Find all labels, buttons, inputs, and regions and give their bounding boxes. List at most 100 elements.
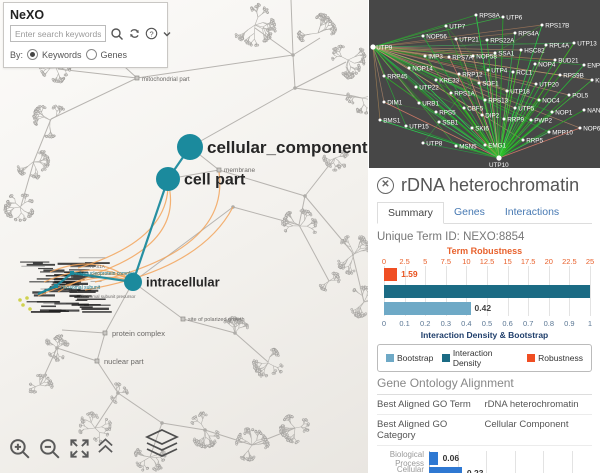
network-node[interactable] bbox=[378, 118, 382, 122]
tree-node[interactable] bbox=[177, 134, 203, 160]
network-node[interactable] bbox=[480, 113, 484, 117]
network-node[interactable] bbox=[534, 82, 538, 86]
dense-term-cluster bbox=[18, 257, 112, 313]
network-node[interactable] bbox=[404, 124, 408, 128]
interaction-network-panel[interactable]: UTP9 RRP45 DIM1 BMS1 NOP14 UTP22 URB1 UTP15 UTP8… bbox=[369, 0, 600, 168]
network-node[interactable] bbox=[502, 117, 506, 121]
tab-interactions[interactable]: Interactions bbox=[504, 206, 560, 218]
network-node[interactable] bbox=[537, 98, 541, 102]
robustness-chart: Term Robustness 0 2.5 5 7.5 10 12.5 15 17.5 20 22.… bbox=[377, 246, 594, 372]
network-node[interactable] bbox=[437, 120, 441, 124]
network-node[interactable] bbox=[501, 15, 505, 19]
help-icon[interactable]: ? bbox=[145, 27, 158, 40]
network-node[interactable] bbox=[485, 38, 489, 42]
network-node[interactable] bbox=[513, 106, 517, 110]
network-node[interactable] bbox=[462, 106, 466, 110]
network-node[interactable] bbox=[471, 54, 475, 58]
network-node[interactable] bbox=[444, 24, 448, 28]
network-node[interactable] bbox=[477, 81, 481, 85]
network-node-label: UTP20 bbox=[539, 81, 559, 88]
network-node[interactable] bbox=[417, 101, 421, 105]
network-node[interactable] bbox=[578, 126, 582, 130]
network-node[interactable] bbox=[533, 62, 537, 66]
network-node[interactable] bbox=[558, 73, 562, 77]
network-edge bbox=[438, 121, 500, 159]
network-edge bbox=[498, 59, 556, 159]
ontology-tree-canvas[interactable]: mitochondrial part membrane protein comple… bbox=[0, 0, 368, 473]
network-node-label: UTP18 bbox=[510, 88, 530, 95]
close-icon[interactable]: ✕ bbox=[377, 177, 394, 194]
network-node[interactable] bbox=[513, 31, 517, 35]
network-node-label: POL5 bbox=[572, 92, 589, 99]
network-node-label: RPS17B bbox=[545, 22, 569, 29]
network-node-label: UTP22 bbox=[419, 84, 439, 91]
search-input[interactable] bbox=[10, 25, 106, 42]
network-node[interactable] bbox=[505, 89, 509, 93]
radio-genes[interactable] bbox=[85, 49, 97, 60]
network-node[interactable] bbox=[414, 85, 418, 89]
network-node[interactable] bbox=[382, 74, 386, 78]
network-edge bbox=[372, 46, 500, 159]
network-node[interactable] bbox=[370, 44, 376, 50]
network-node[interactable] bbox=[493, 51, 497, 55]
chevron-down-icon[interactable] bbox=[162, 29, 172, 39]
network-node[interactable] bbox=[567, 93, 571, 97]
tab-genes[interactable]: Genes bbox=[453, 206, 485, 218]
network-node[interactable] bbox=[421, 34, 425, 38]
network-node[interactable] bbox=[547, 130, 551, 134]
network-node[interactable] bbox=[454, 144, 458, 148]
radio-keywords[interactable] bbox=[27, 49, 39, 60]
network-node-label: RRP45 bbox=[387, 73, 408, 80]
network-node[interactable] bbox=[590, 78, 594, 82]
network-edge bbox=[422, 142, 500, 159]
network-node[interactable] bbox=[511, 70, 515, 74]
network-edge bbox=[498, 127, 581, 159]
network-node[interactable] bbox=[421, 141, 425, 145]
network-node[interactable] bbox=[572, 41, 576, 45]
network-node[interactable] bbox=[382, 100, 386, 104]
network-edge bbox=[405, 125, 500, 159]
network-node[interactable] bbox=[457, 72, 461, 76]
collapse-chevrons-icon[interactable] bbox=[96, 437, 115, 459]
network-node[interactable] bbox=[470, 126, 474, 130]
network-node[interactable] bbox=[447, 55, 451, 59]
network-node[interactable] bbox=[582, 63, 586, 67]
zoom-in-button[interactable] bbox=[8, 437, 33, 467]
network-node[interactable] bbox=[434, 78, 438, 82]
network-node[interactable] bbox=[521, 138, 525, 142]
tree-node[interactable] bbox=[156, 167, 180, 191]
network-node[interactable] bbox=[550, 110, 554, 114]
network-node[interactable] bbox=[529, 118, 533, 122]
network-node[interactable] bbox=[434, 110, 438, 114]
refresh-icon[interactable] bbox=[128, 27, 141, 40]
network-edge bbox=[372, 46, 556, 61]
network-node[interactable] bbox=[407, 66, 411, 70]
search-icon[interactable] bbox=[110, 27, 124, 41]
network-node[interactable] bbox=[483, 143, 487, 147]
network-node[interactable] bbox=[582, 108, 586, 112]
fit-to-screen-button[interactable] bbox=[68, 437, 91, 465]
network-node-label: SOF1 bbox=[482, 80, 499, 87]
network-node-label: RPS1A bbox=[454, 90, 475, 97]
zoom-out-button[interactable] bbox=[38, 437, 63, 467]
network-node[interactable] bbox=[449, 91, 453, 95]
network-node[interactable] bbox=[544, 43, 548, 47]
network-node-label: SKI6 bbox=[475, 125, 489, 132]
network-node[interactable] bbox=[486, 68, 490, 72]
network-node[interactable] bbox=[540, 23, 544, 27]
tab-summary[interactable]: Summary bbox=[377, 202, 444, 224]
tree-node[interactable] bbox=[124, 273, 142, 291]
network-node[interactable] bbox=[496, 155, 502, 161]
network-node[interactable] bbox=[423, 54, 427, 58]
radio-genes-label: Genes bbox=[100, 49, 128, 60]
network-node[interactable] bbox=[519, 48, 523, 52]
network-node[interactable] bbox=[553, 58, 557, 62]
network-node[interactable] bbox=[454, 37, 458, 41]
network-node[interactable] bbox=[474, 13, 478, 17]
network-node[interactable] bbox=[483, 98, 487, 102]
network-node-label: BUD21 bbox=[558, 57, 579, 64]
layers-icon[interactable] bbox=[142, 428, 182, 467]
network-edge bbox=[498, 63, 536, 159]
go-score-bar bbox=[429, 467, 462, 473]
